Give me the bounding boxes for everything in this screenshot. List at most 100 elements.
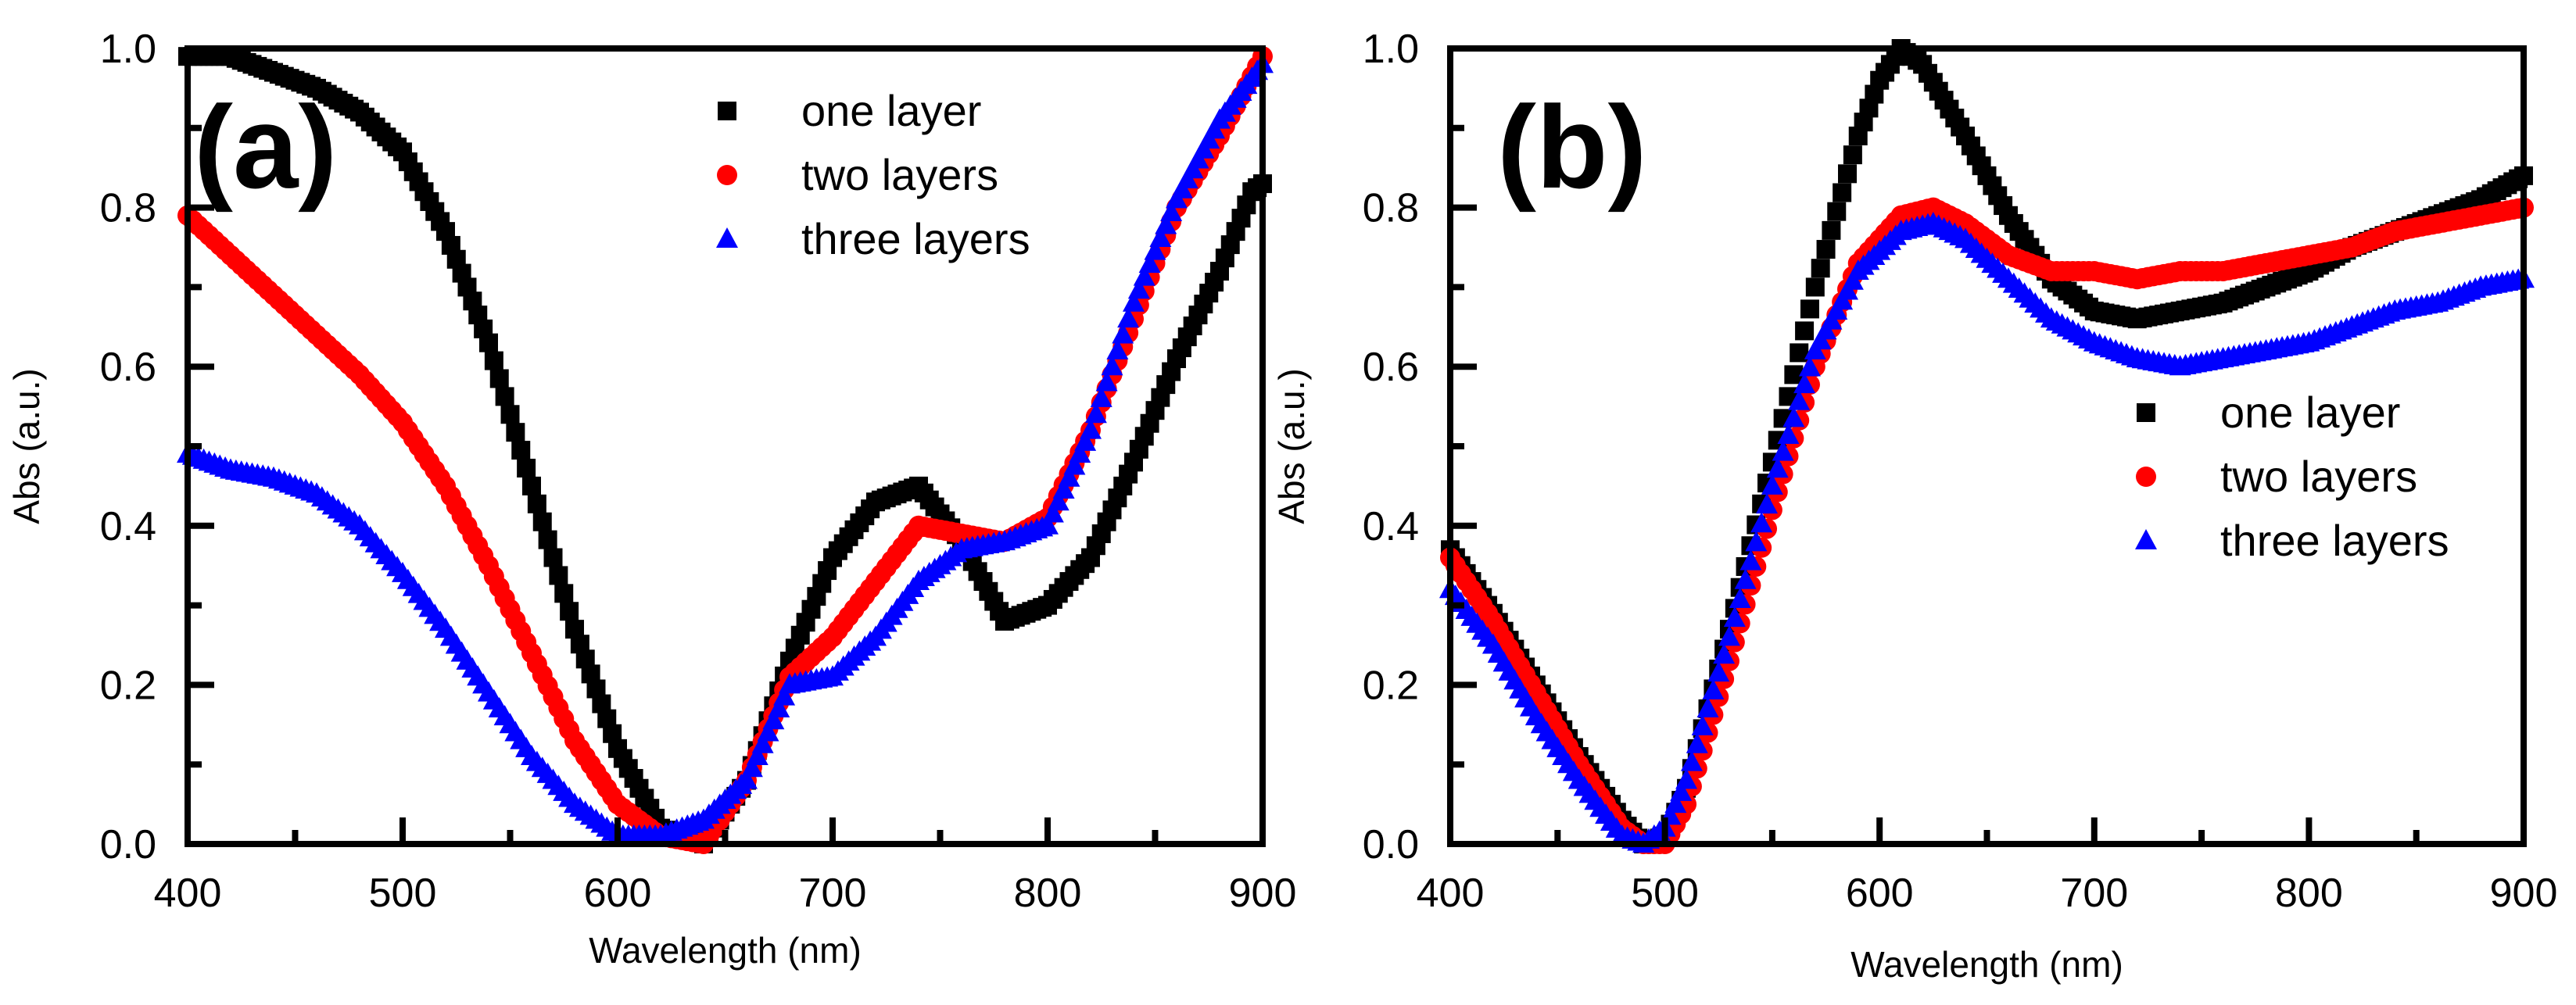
data-point bbox=[1675, 768, 1698, 789]
legend-label: two layers bbox=[2220, 452, 2417, 501]
legend-label: three layers bbox=[2220, 516, 2449, 565]
data-point bbox=[1664, 792, 1687, 814]
legend-label: two layers bbox=[801, 150, 998, 199]
data-point bbox=[740, 756, 763, 778]
x-tick-label: 800 bbox=[1014, 871, 1082, 916]
panel-a-chart: 400 500 600 700 800 900 0.0 0.2 0.4 0.6 0.8 1.0 Wave… bbox=[6, 27, 1296, 971]
data-point bbox=[1772, 440, 1794, 461]
legend-marker bbox=[2136, 467, 2156, 487]
series-three-layers bbox=[177, 52, 1274, 845]
data-point bbox=[1702, 679, 1725, 700]
data-point bbox=[773, 685, 796, 706]
y-tick-label: 1.0 bbox=[100, 27, 156, 72]
data-point bbox=[762, 709, 785, 730]
data-point bbox=[1800, 299, 1819, 319]
data-point bbox=[1080, 418, 1102, 439]
data-point bbox=[1782, 406, 1805, 427]
legend-marker bbox=[716, 227, 738, 248]
data-point bbox=[517, 458, 536, 477]
data-point bbox=[751, 732, 774, 753]
data-point bbox=[1106, 338, 1129, 359]
data-point bbox=[1723, 606, 1746, 628]
data-point bbox=[1838, 164, 1858, 184]
y-tick-label: 0.8 bbox=[1363, 186, 1419, 231]
data-point bbox=[1041, 502, 1064, 523]
legend-marker bbox=[717, 165, 737, 185]
panel-label: (b) bbox=[1497, 81, 1647, 213]
x-tick-label: 600 bbox=[1846, 871, 1914, 916]
data-point bbox=[538, 530, 557, 549]
data-point bbox=[1047, 490, 1069, 511]
data-point bbox=[1729, 587, 1751, 608]
data-point bbox=[1074, 430, 1097, 451]
data-point bbox=[1798, 356, 1821, 377]
y-tick-label: 0.2 bbox=[100, 663, 156, 708]
legend-marker bbox=[718, 102, 736, 120]
data-point bbox=[757, 721, 779, 742]
data-point bbox=[1112, 323, 1134, 344]
legend: one layer two layers three layers bbox=[2135, 388, 2449, 565]
data-point bbox=[495, 387, 514, 406]
y-tick-label: 0.8 bbox=[100, 186, 156, 231]
data-point bbox=[1761, 474, 1783, 495]
y-tick-label: 0.4 bbox=[1363, 504, 1419, 549]
data-point bbox=[1069, 442, 1091, 463]
y-tick-label: 0.4 bbox=[100, 504, 156, 549]
y-axis-title: Abs (a.u.) bbox=[1271, 368, 1312, 524]
data-point bbox=[1155, 213, 1177, 234]
data-point bbox=[543, 548, 563, 567]
data-point bbox=[1793, 373, 1816, 394]
data-point bbox=[1123, 291, 1145, 312]
data-point bbox=[527, 494, 546, 513]
data-point bbox=[1101, 355, 1123, 376]
legend-label: one layer bbox=[2220, 388, 2400, 437]
y-tick-label: 1.0 bbox=[1363, 27, 1419, 72]
data-point bbox=[1691, 714, 1714, 735]
data-point bbox=[511, 441, 531, 460]
x-axis-title: Wavelength (nm) bbox=[589, 930, 862, 971]
data-point bbox=[1063, 454, 1086, 475]
legend-marker bbox=[2135, 529, 2157, 549]
data-point bbox=[1756, 493, 1779, 514]
data-point bbox=[1745, 531, 1768, 552]
data-point bbox=[1822, 220, 1841, 240]
data-point bbox=[1739, 549, 1762, 570]
legend-marker bbox=[2137, 403, 2155, 422]
data-point bbox=[1037, 513, 1059, 535]
x-tick-label: 700 bbox=[799, 871, 867, 916]
data-point bbox=[1788, 389, 1811, 410]
data-point bbox=[1777, 424, 1800, 445]
data-point bbox=[1707, 661, 1730, 682]
x-tick-label: 400 bbox=[154, 871, 222, 916]
x-tick-label: 400 bbox=[1417, 871, 1485, 916]
data-point bbox=[1713, 643, 1736, 664]
data-point bbox=[1795, 321, 1815, 341]
legend-label: one layer bbox=[801, 86, 981, 135]
data-point bbox=[1138, 252, 1161, 274]
data-point bbox=[554, 584, 574, 603]
data-point bbox=[560, 602, 579, 621]
x-axis-title: Wavelength (nm) bbox=[1850, 944, 2123, 985]
y-tick-label: 0.6 bbox=[100, 345, 156, 390]
data-point bbox=[500, 405, 520, 424]
y-tick-label: 0.0 bbox=[1363, 822, 1419, 867]
legend-label: three layers bbox=[801, 214, 1030, 263]
data-point bbox=[1160, 200, 1183, 221]
x-tick-label: 500 bbox=[369, 871, 437, 916]
data-point bbox=[479, 333, 498, 352]
data-point bbox=[746, 745, 769, 766]
panel-label: (a) bbox=[194, 81, 337, 213]
y-tick-label: 0.6 bbox=[1363, 345, 1419, 390]
data-point bbox=[1090, 386, 1112, 407]
data-point bbox=[1805, 277, 1825, 297]
data-point bbox=[1750, 512, 1773, 533]
data-point bbox=[1816, 240, 1836, 259]
y-axis-title: Abs (a.u.) bbox=[6, 368, 47, 524]
data-point bbox=[1766, 457, 1789, 478]
x-tick-label: 800 bbox=[2275, 871, 2343, 916]
data-point bbox=[1827, 202, 1847, 221]
data-point bbox=[1144, 239, 1166, 260]
data-point bbox=[484, 351, 503, 370]
x-tick-label: 600 bbox=[584, 871, 652, 916]
